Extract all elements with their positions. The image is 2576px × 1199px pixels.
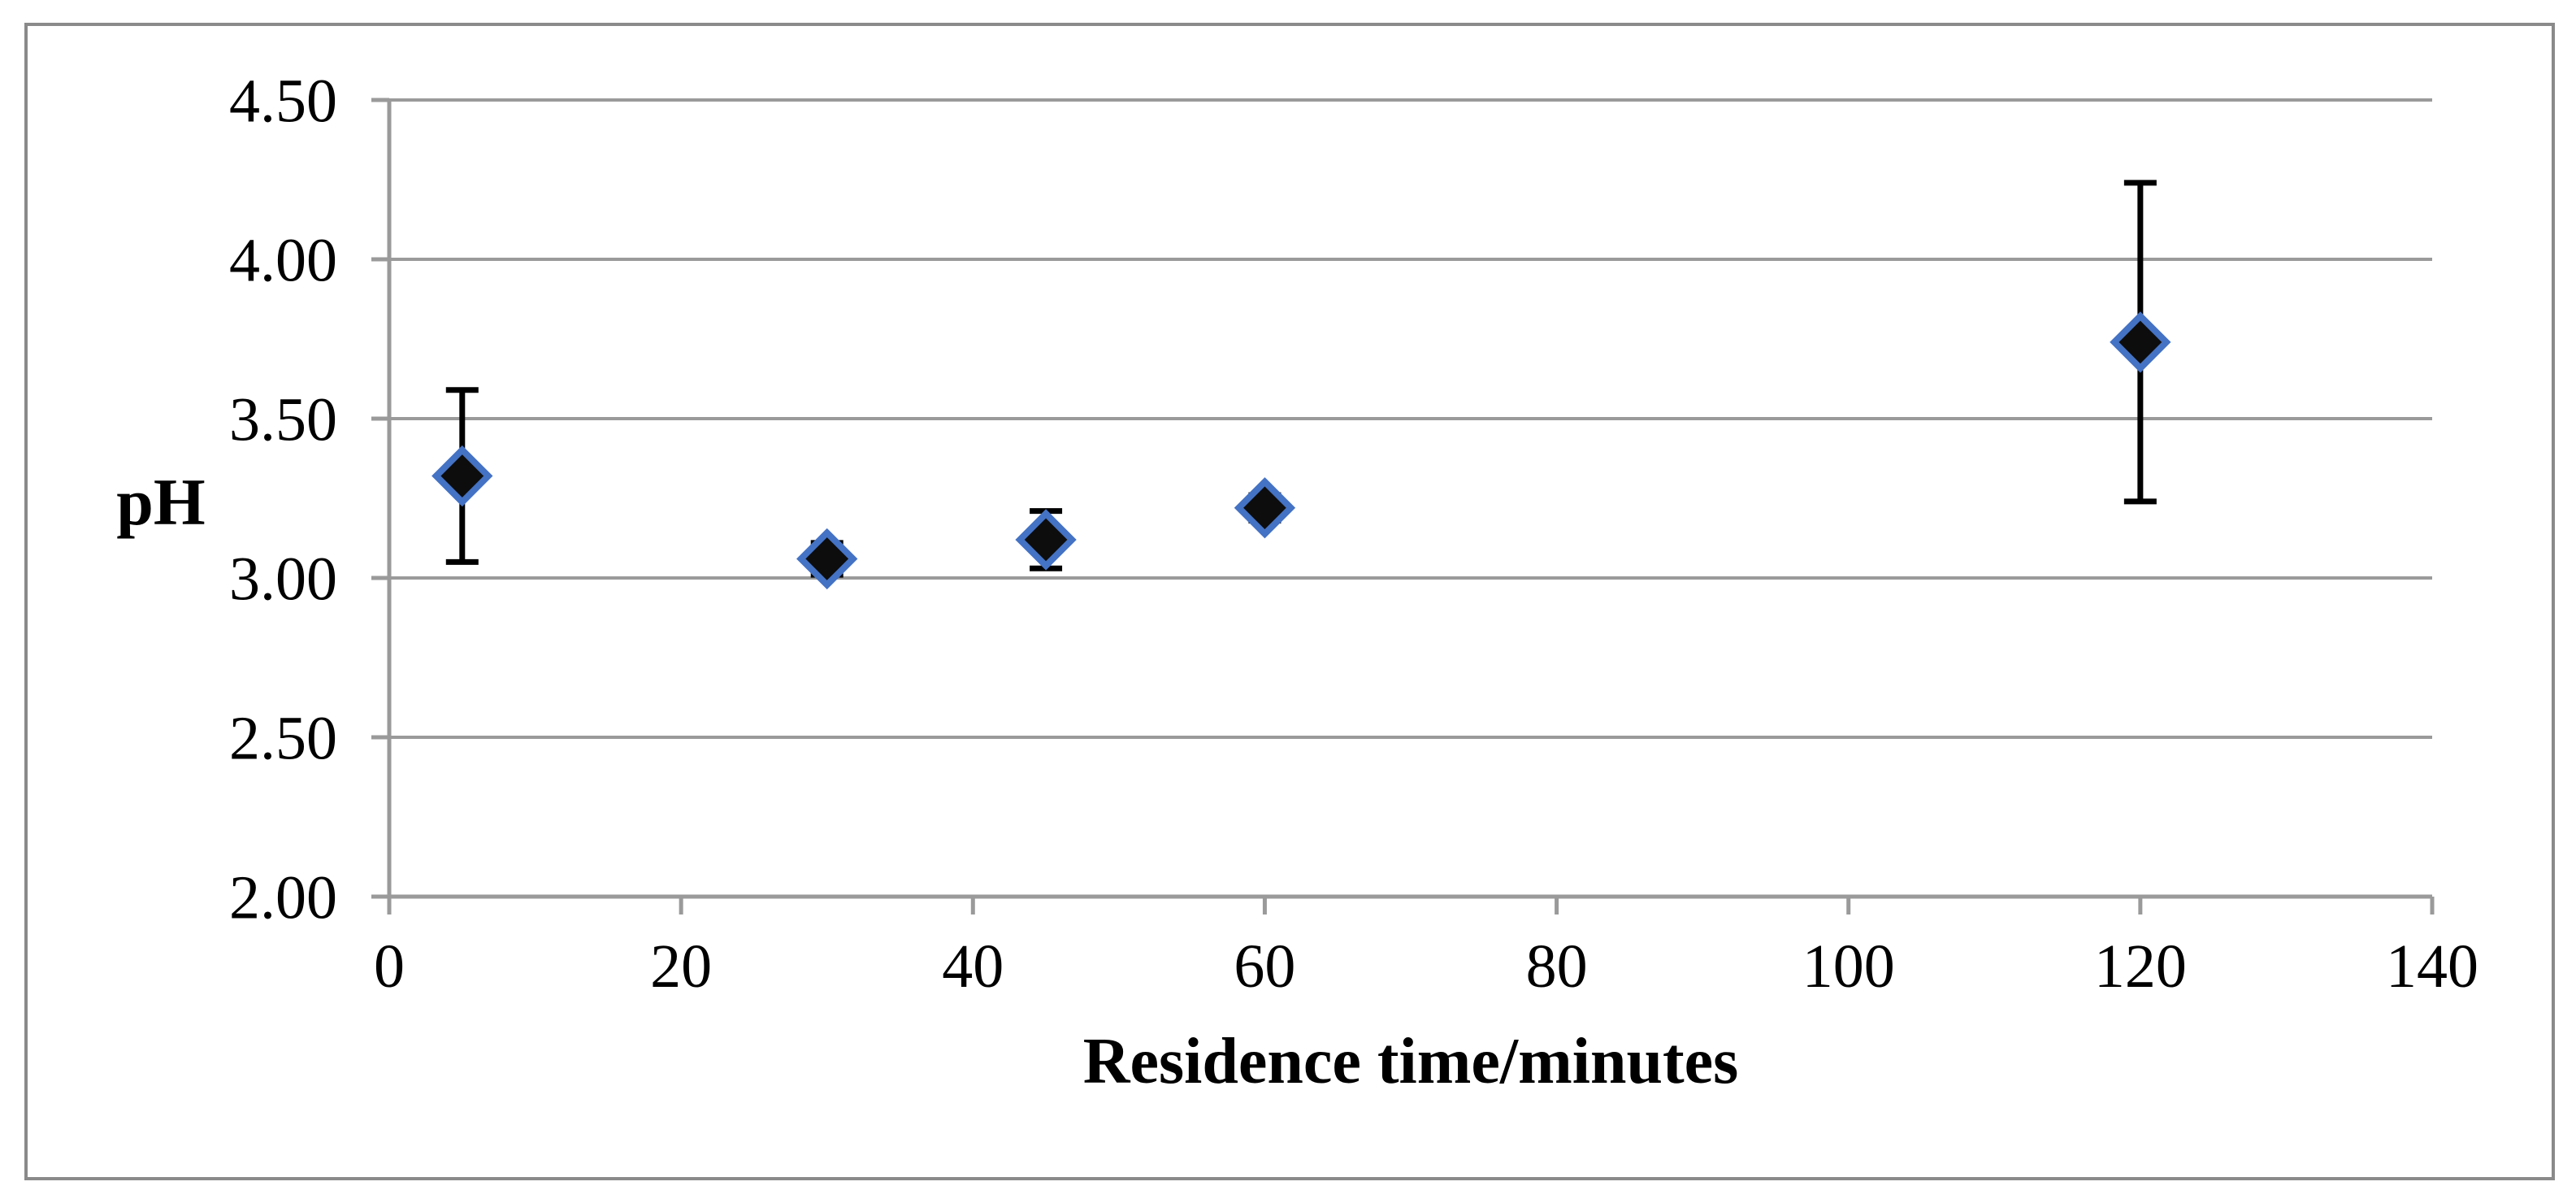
tick-marks-group [371, 98, 2435, 914]
data-points-group [432, 311, 2171, 590]
x-tick-label: 120 [2094, 932, 2187, 1001]
data-point-marker [1234, 477, 1296, 539]
data-point-marker [2110, 311, 2171, 373]
y-tick-label: 2.00 [229, 864, 337, 932]
y-tick-label: 3.50 [229, 386, 337, 454]
x-tick-label: 100 [1802, 932, 1895, 1001]
x-tick-label: 20 [650, 932, 712, 1001]
data-point-marker [1015, 509, 1077, 571]
x-tick-label: 60 [1234, 932, 1295, 1001]
x-axis-title: Residence time/minutes [1083, 1026, 1739, 1097]
y-axis-title: pH [116, 465, 205, 539]
x-tick-label: 80 [1526, 932, 1588, 1001]
data-point-marker [796, 528, 858, 590]
y-tick-label: 4.00 [229, 227, 337, 295]
axes-group [387, 100, 2432, 899]
x-tick-label: 40 [942, 932, 1004, 1001]
y-tick-label: 4.50 [229, 67, 337, 136]
tick-labels-group: 0 20 40 60 80 100 120 140 4.50 4.00 3.50 3.00 2.50 2.… [229, 67, 2478, 1001]
chart-border-frame [24, 23, 2555, 1180]
y-tick-label: 3.00 [229, 545, 337, 614]
y-tick-label: 2.50 [229, 705, 337, 773]
x-tick-label: 0 [374, 932, 405, 1001]
error-bars-group [445, 180, 2157, 578]
x-tick-label: 140 [2386, 932, 2478, 1001]
gridlines-group [389, 98, 2432, 739]
data-point-marker [432, 445, 493, 507]
